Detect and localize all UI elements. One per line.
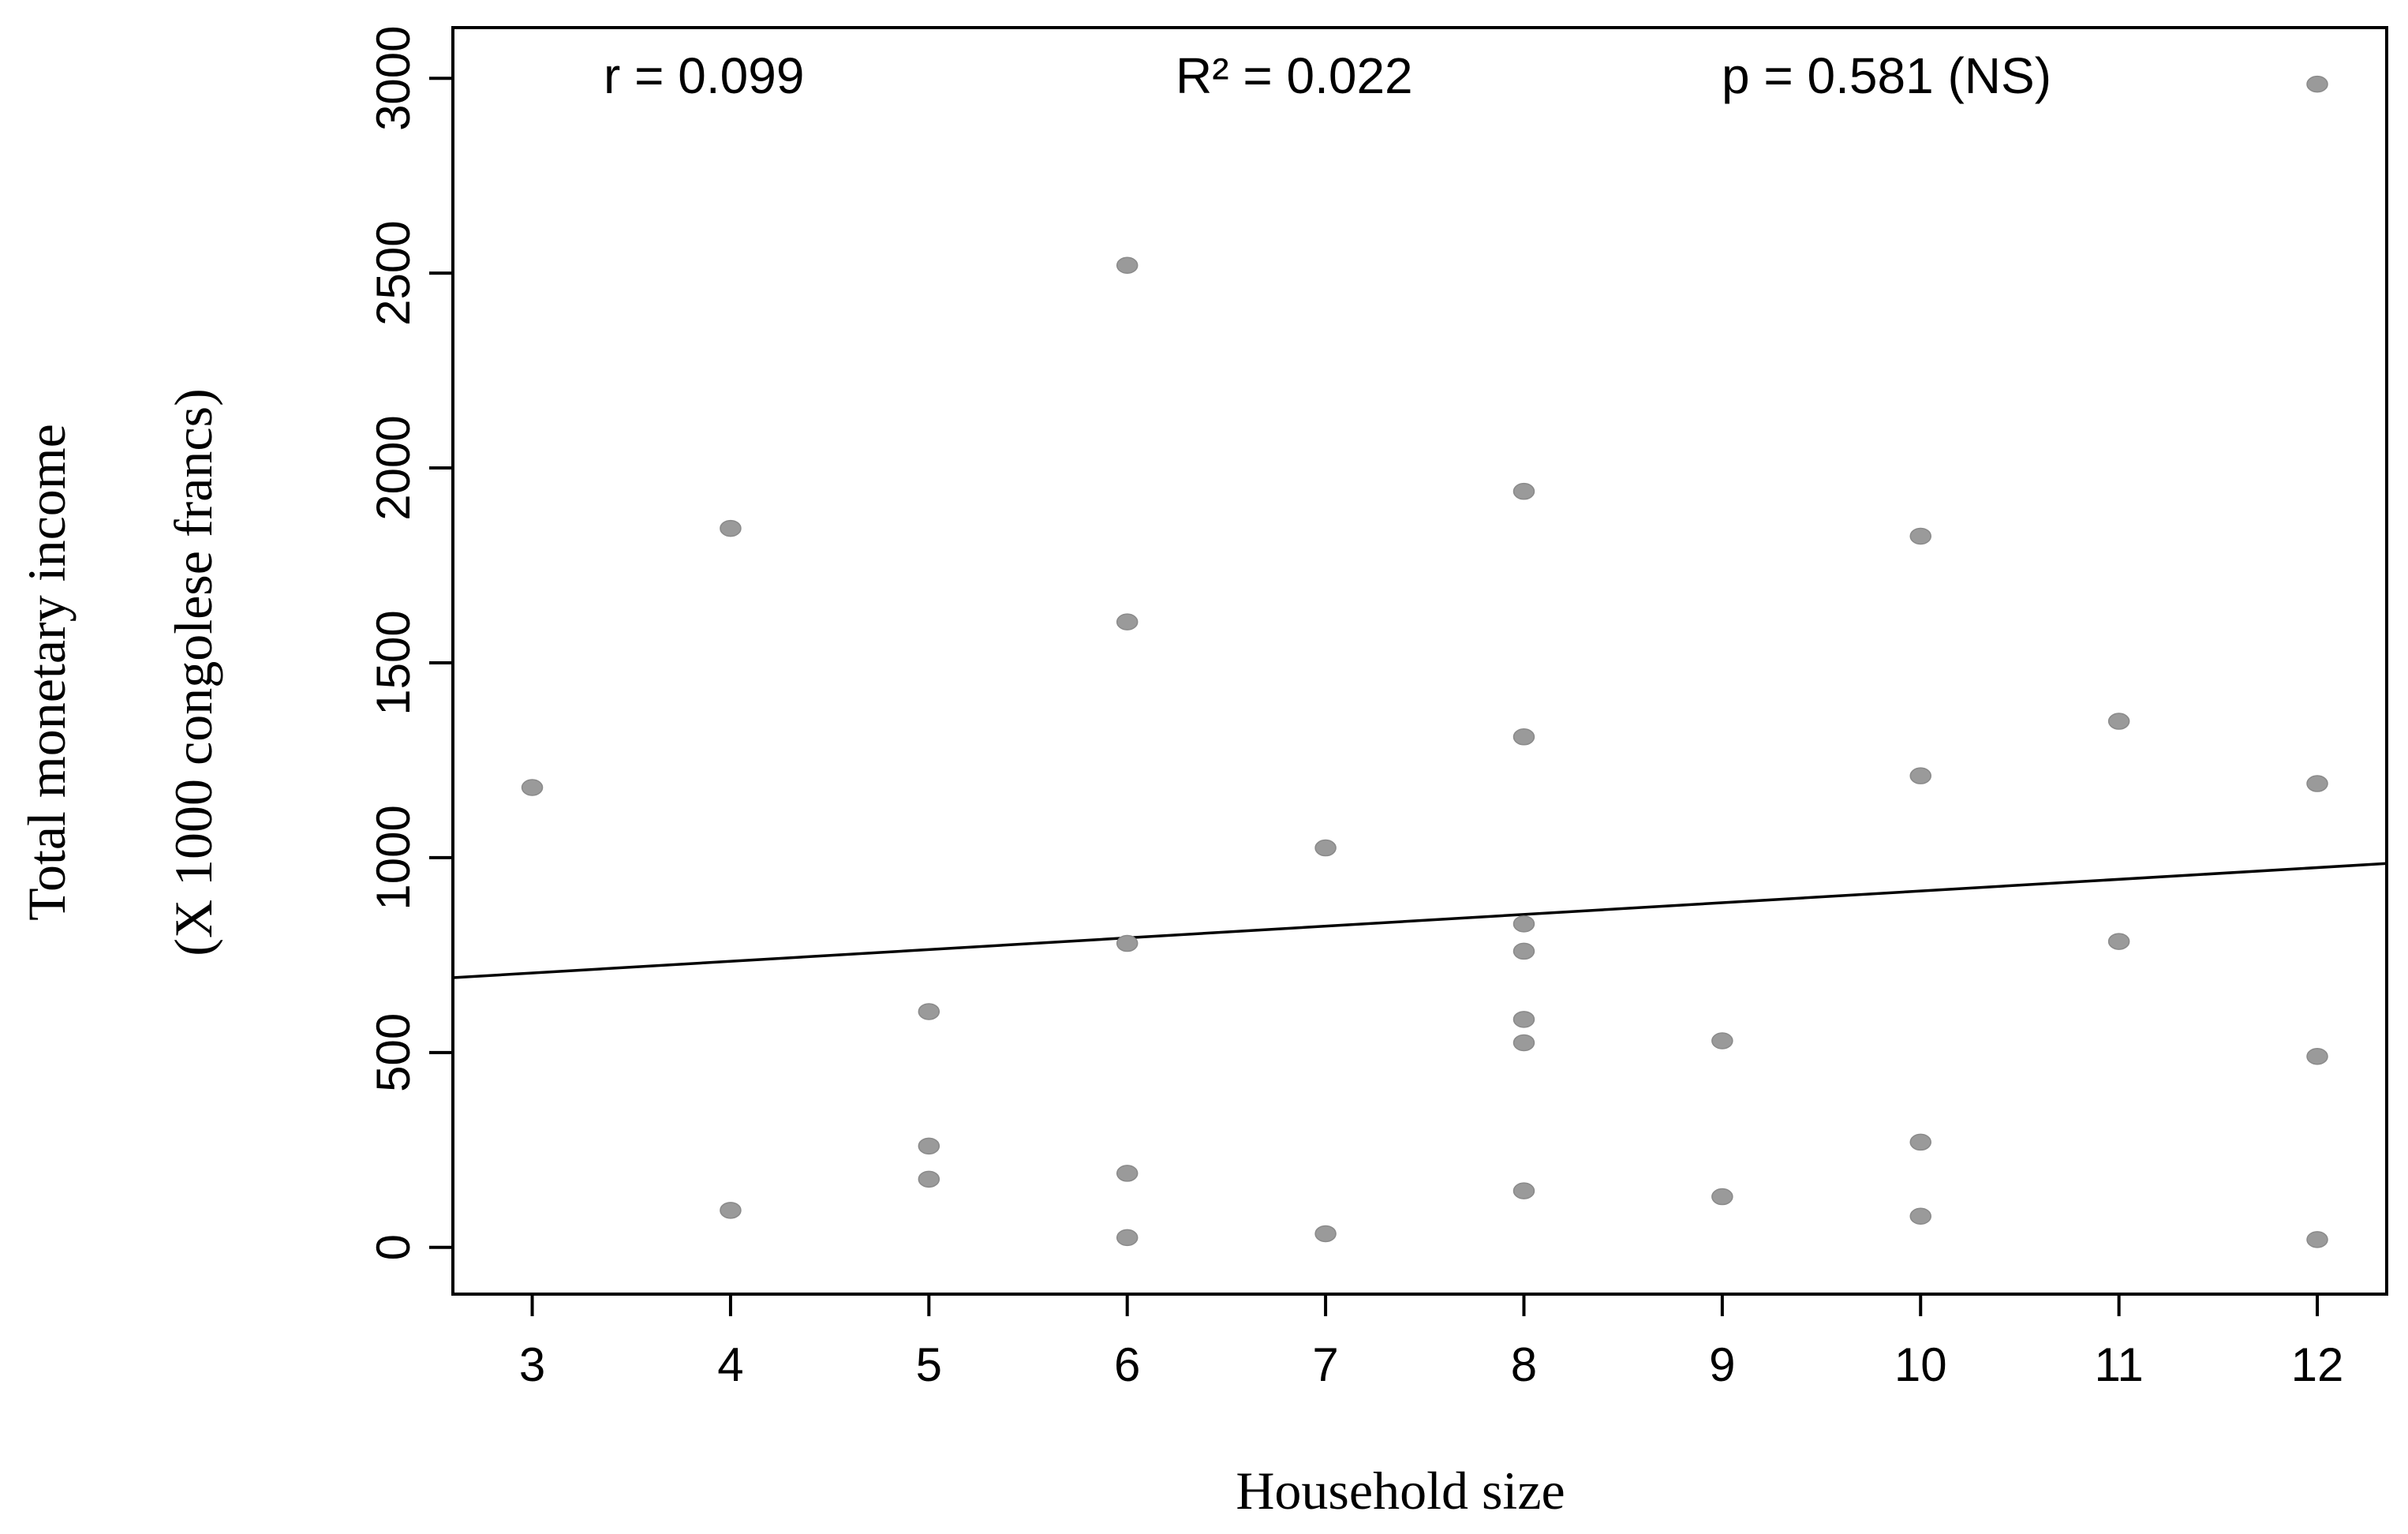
data-point bbox=[1314, 839, 1337, 857]
y-tick-label: 1500 bbox=[367, 610, 420, 715]
x-axis-title: Household size bbox=[1236, 1461, 1565, 1521]
data-point bbox=[2306, 1048, 2328, 1065]
data-point bbox=[1909, 1207, 1931, 1225]
data-point bbox=[1116, 934, 1139, 952]
x-tick-label: 12 bbox=[2291, 1338, 2344, 1391]
x-tick-label: 10 bbox=[1894, 1338, 1947, 1391]
data-point bbox=[1909, 1133, 1931, 1151]
statistics-annotations: r = 0.099 R² = 0.022 p = 0.581 (NS) bbox=[604, 47, 2051, 104]
data-point bbox=[1711, 1032, 1733, 1049]
x-tick-label: 9 bbox=[1709, 1338, 1735, 1391]
data-point bbox=[1512, 1182, 1535, 1199]
y-tick-label: 2500 bbox=[367, 220, 420, 325]
regression-line bbox=[452, 862, 2387, 979]
annotation-r-squared: R² = 0.022 bbox=[1176, 47, 1413, 104]
y-tick-label: 1000 bbox=[367, 805, 420, 910]
data-point bbox=[1512, 915, 1535, 933]
y-axis-title-line-1: Total monetary income bbox=[17, 424, 77, 921]
x-tick-label: 8 bbox=[1511, 1338, 1537, 1391]
data-point bbox=[1512, 1011, 1535, 1028]
data-point bbox=[720, 1202, 742, 1219]
data-point bbox=[1512, 482, 1535, 500]
x-tick-label: 11 bbox=[2094, 1338, 2143, 1391]
y-tick-label: 0 bbox=[367, 1234, 420, 1260]
data-point bbox=[2306, 75, 2328, 93]
data-point bbox=[2107, 933, 2130, 950]
plot-frame bbox=[451, 26, 2388, 1296]
x-tick-label: 3 bbox=[519, 1338, 545, 1391]
y-tick-label: 500 bbox=[367, 1013, 420, 1092]
data-point bbox=[918, 1170, 940, 1188]
data-point bbox=[1116, 256, 1139, 274]
x-tick-label: 4 bbox=[717, 1338, 743, 1391]
x-tick-label: 5 bbox=[916, 1338, 942, 1391]
data-point bbox=[1512, 942, 1535, 960]
y-tick-label: 2000 bbox=[367, 415, 420, 520]
y-axis-title-line-2: (X 1000 congolese francs) bbox=[163, 388, 223, 956]
data-point bbox=[720, 519, 742, 537]
data-point bbox=[1116, 1165, 1139, 1182]
y-tick-label: 3000 bbox=[367, 25, 420, 130]
data-point bbox=[1909, 527, 1931, 545]
data-point bbox=[1116, 1229, 1139, 1247]
data-point bbox=[1512, 728, 1535, 746]
annotation-p-value: p = 0.581 (NS) bbox=[1722, 47, 2051, 104]
data-point bbox=[521, 779, 544, 796]
data-point bbox=[2306, 775, 2328, 792]
x-axis: 3 4 5 6 7 8 9 10 11 12 bbox=[519, 1294, 2344, 1391]
data-point bbox=[2306, 1231, 2328, 1248]
data-point bbox=[2107, 713, 2130, 730]
data-point bbox=[1314, 1225, 1337, 1243]
data-point bbox=[918, 1137, 940, 1155]
data-point bbox=[1512, 1034, 1535, 1052]
data-point bbox=[1909, 767, 1931, 784]
y-axis: 0 500 1000 1500 2000 2500 3000 bbox=[367, 25, 453, 1260]
x-tick-label: 6 bbox=[1114, 1338, 1140, 1391]
data-points bbox=[521, 75, 2328, 1248]
data-point bbox=[1711, 1188, 1733, 1206]
x-tick-label: 7 bbox=[1312, 1338, 1338, 1391]
data-point bbox=[1116, 613, 1139, 630]
annotation-r: r = 0.099 bbox=[604, 47, 804, 104]
data-point bbox=[918, 1003, 940, 1020]
